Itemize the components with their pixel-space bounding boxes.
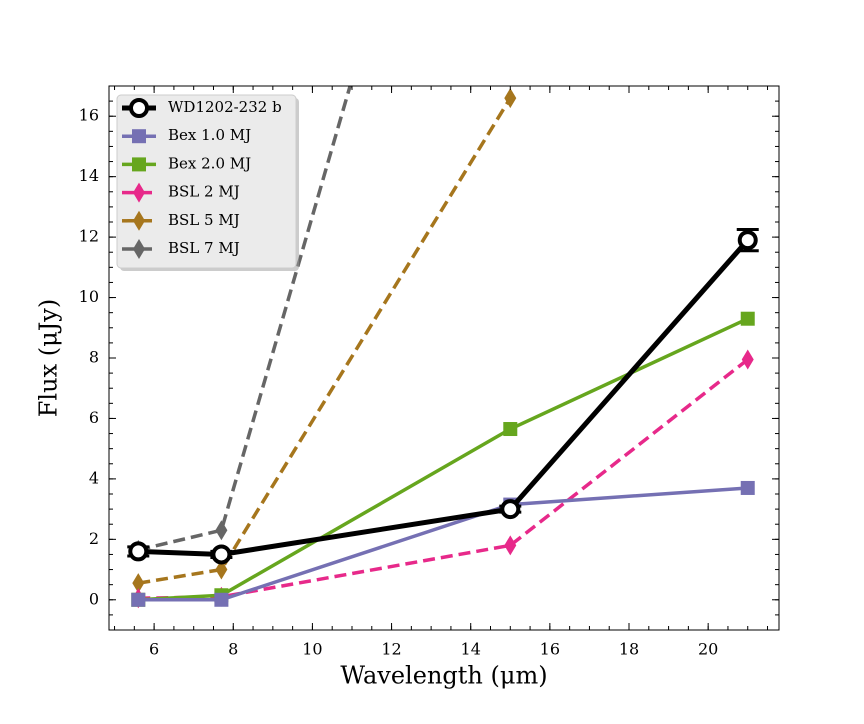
marker (211, 544, 232, 565)
x-tick-label: 16 (540, 640, 560, 659)
y-tick-label: 2 (89, 529, 99, 548)
x-tick-label: 18 (619, 640, 639, 659)
series-line (138, 97, 512, 585)
x-tick-label: 10 (302, 640, 322, 659)
y-tick-label: 16 (79, 106, 99, 125)
marker (504, 535, 517, 556)
marker (214, 592, 229, 607)
plot-area (127, 86, 759, 609)
marker (737, 230, 758, 251)
marker (215, 520, 228, 541)
series-line (138, 238, 750, 557)
series-line (138, 486, 748, 602)
legend-box (116, 94, 297, 269)
marker (741, 349, 754, 370)
marker (133, 182, 145, 203)
legend-label: BSL 5 MJ (168, 211, 240, 229)
x-tick-label: 6 (149, 640, 159, 659)
y-axis-label: Flux (μJy) (35, 299, 63, 417)
legend-label: Bex 1.0 MJ (168, 126, 251, 144)
legend-label: BSL 7 MJ (168, 239, 240, 257)
x-tick-label: 8 (228, 640, 238, 659)
legend-label: Bex 2.0 MJ (168, 154, 251, 172)
legend-label: BSL 2 MJ (168, 183, 240, 201)
y-tick-label: 0 (89, 589, 99, 608)
marker (133, 239, 145, 259)
legend: WD1202-232 b Bex 1.0 MJ Bex 2.0 MJ BSL 2 MJ… (116, 94, 299, 271)
x-tick-label: 12 (381, 640, 401, 659)
x-axis-label: Wavelength (μm) (340, 662, 547, 690)
x-tick-label: 20 (698, 640, 718, 659)
legend-label: WD1202-232 b (168, 98, 282, 116)
marker (504, 88, 517, 109)
y-tick-label: 4 (89, 468, 99, 487)
marker (740, 480, 755, 495)
marker (132, 157, 146, 172)
x-tick-label: 14 (461, 640, 481, 659)
series-line (137, 86, 352, 552)
marker (128, 541, 149, 562)
marker (215, 559, 228, 580)
marker (132, 573, 145, 594)
marker (133, 210, 145, 231)
y-tick-label: 8 (89, 348, 99, 367)
marker (500, 499, 521, 520)
series-line (138, 358, 749, 601)
marker (129, 98, 149, 118)
marker (131, 592, 146, 607)
y-tick-label: 12 (79, 227, 99, 246)
y-tick-label: 6 (89, 408, 99, 427)
y-tick-label: 10 (79, 287, 99, 306)
marker (740, 311, 755, 326)
marker (503, 422, 518, 437)
marker (132, 129, 146, 144)
y-tick-label: 14 (79, 166, 99, 185)
